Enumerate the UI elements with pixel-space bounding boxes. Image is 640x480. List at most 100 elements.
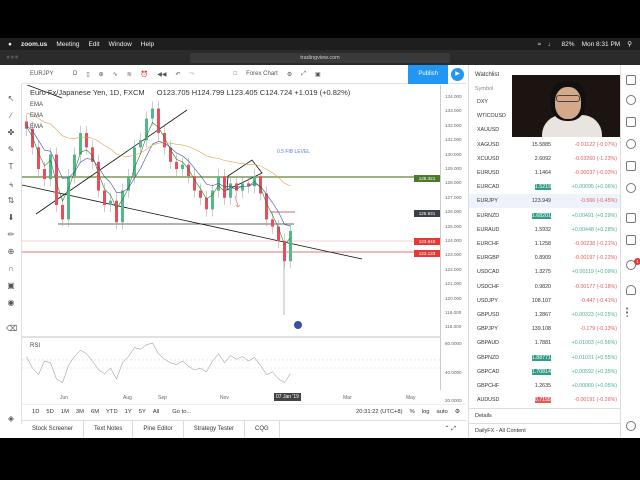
lock-icon[interactable]: ▣	[7, 281, 15, 290]
watchlist-icon[interactable]	[626, 75, 636, 85]
menu-app[interactable]: zoom.us	[20, 40, 48, 48]
streams-icon[interactable]	[626, 260, 636, 270]
ideas-icon[interactable]	[626, 183, 636, 193]
range-all[interactable]: All	[152, 409, 160, 415]
watchlist-row[interactable]: WTICOUSD	[469, 109, 621, 123]
range-3m[interactable]: 3M	[75, 409, 84, 415]
window-controls[interactable]: ●●●	[6, 54, 19, 61]
log-toggle[interactable]: log	[421, 409, 430, 415]
watchlist-row[interactable]: EURJPY 123.949 -0.566 (-0.45%)	[469, 194, 621, 209]
tab-strategy-tester[interactable]: Strategy Tester	[184, 420, 245, 438]
chart-name[interactable]: Forex Chart	[246, 71, 278, 77]
cursor-icon[interactable]: ↖	[7, 94, 15, 103]
battery-percent[interactable]: 82%	[561, 40, 575, 48]
watchlist-row[interactable]: GBPCAD 1.70814 +0.00592 (+0.35%)	[469, 365, 621, 379]
trendline-icon[interactable]: ∕	[10, 111, 12, 120]
watchlist-title[interactable]: Watchlist	[475, 72, 500, 78]
dom-icon[interactable]	[626, 307, 636, 317]
text-icon[interactable]: T	[8, 162, 14, 171]
indicators-icon[interactable]: ∿	[112, 71, 118, 78]
redo-icon[interactable]: ↷	[189, 71, 195, 78]
menu-window[interactable]: Window	[108, 40, 132, 48]
data-window-icon[interactable]	[626, 139, 636, 149]
ruler-icon[interactable]: ✏	[7, 230, 15, 239]
trash-icon[interactable]: ⌫	[6, 324, 18, 333]
collapse-icon[interactable]: ⌃ ⤢	[444, 425, 457, 432]
gem-icon[interactable]: ◈	[7, 414, 15, 423]
watchlist-row[interactable]: XAUUSD	[469, 123, 621, 137]
symbol-search[interactable]: EURJPY	[30, 71, 54, 77]
fullscreen-icon[interactable]: ⤢	[301, 70, 307, 77]
price-chart[interactable]: 0.5 FIB LEVEL	[22, 85, 440, 392]
details-section[interactable]: Details	[469, 408, 621, 422]
wifi-icon[interactable]: ≈	[537, 40, 542, 48]
bar-style-icon[interactable]: ▯	[86, 71, 90, 78]
menu-edit[interactable]: Edit	[88, 40, 100, 48]
ema-indicator-2[interactable]: EMA	[30, 113, 44, 119]
clock[interactable]: Mon 8:31 PM	[581, 40, 621, 48]
templates-icon[interactable]: ≋	[126, 71, 132, 78]
chat-icon[interactable]	[626, 213, 636, 223]
watchlist-row[interactable]: GBPAUD 1.7881 +0.01003 (+0.56%)	[469, 336, 621, 350]
range-1d[interactable]: 1D	[32, 409, 40, 415]
range-6m[interactable]: 6M	[90, 409, 100, 415]
goto-button[interactable]: Go to...	[172, 409, 192, 415]
range-1y[interactable]: 1Y	[124, 409, 132, 415]
watchlist-row[interactable]: GBPCHF 1.2635 +0.00060 (+0.05%)	[469, 379, 621, 393]
symbol-column-header[interactable]: Symbol	[475, 86, 494, 92]
ema-indicator-1[interactable]: EMA	[30, 102, 44, 108]
watchlist-row[interactable]: EURAUD 1.5932 +0.00448 (+0.28%)	[469, 223, 621, 237]
watchlist-row[interactable]: EURCHF 1.1258 -0.00238 (-0.21%)	[469, 237, 621, 251]
auto-toggle[interactable]: auto	[436, 409, 448, 415]
play-icon[interactable]: ▶	[451, 68, 464, 81]
watchlist-row[interactable]: XAGUSD 15.5885 -0.01122 (-0.07%)	[469, 138, 621, 152]
range-ytd[interactable]: YTD	[106, 409, 118, 415]
news-section[interactable]: DailyFX - All Content	[469, 423, 621, 438]
event-marker-icon[interactable]	[294, 321, 302, 329]
interval-button[interactable]: D	[73, 71, 78, 77]
watchlist-row[interactable]: XCUUSD 2.6092 -0.03260 (-1.23%)	[469, 152, 621, 166]
bell-icon[interactable]	[626, 285, 636, 295]
compare-icon[interactable]: ⊕	[98, 71, 104, 78]
replay-icon[interactable]: ◀◀	[157, 71, 167, 78]
pitchfork-icon[interactable]: ✤	[7, 128, 15, 137]
range-1m[interactable]: 1M	[60, 409, 69, 415]
watchlist-row[interactable]: USDJPY 108.107 -0.447 (-0.41%)	[469, 294, 621, 308]
rsi-indicator[interactable]: RSI	[30, 343, 41, 349]
tab-pine-editor[interactable]: Pine Editor	[133, 420, 184, 438]
watchlist-row[interactable]: AUDUSD 0.7155 -0.00191 (-0.26%)	[469, 393, 621, 407]
snapshot-icon[interactable]: ▣	[315, 71, 321, 78]
range-5d[interactable]: 5D	[46, 409, 54, 415]
brush-icon[interactable]: ✎	[7, 145, 15, 154]
layout-icon[interactable]: □	[233, 71, 238, 77]
hotlist-icon[interactable]	[626, 161, 636, 171]
pattern-icon[interactable]: ⨧	[8, 179, 14, 188]
prediction-icon[interactable]: ⇅	[7, 196, 15, 205]
messages-icon[interactable]	[626, 235, 636, 245]
range-5y[interactable]: 5Y	[138, 409, 146, 415]
publish-button[interactable]: Publish	[408, 65, 448, 84]
watchlist-row[interactable]: GBPJPY 139.108 -0.179 (-0.13%)	[469, 322, 621, 336]
watchlist-row[interactable]: GBPUSD 1.2867 +0.00323 (+0.25%)	[469, 308, 621, 322]
volume-icon[interactable]: ♩	[548, 40, 555, 48]
settings-icon[interactable]: ⚙	[286, 71, 293, 78]
tab-cqg[interactable]: CQG	[245, 420, 280, 438]
watchlist-row[interactable]: GBPNZD 1.88771 +0.01031 (+0.55%)	[469, 351, 621, 365]
watchlist-row[interactable]: DXY	[469, 95, 621, 109]
eye-icon[interactable]: ◉	[7, 298, 15, 307]
alert-icon[interactable]: ⏰	[140, 71, 149, 78]
watchlist-row[interactable]: EURNZD 1.68201 +0.00491 (+0.29%)	[469, 209, 621, 223]
time-axis[interactable]: Jun Aug Sep Nov Mar May 07 Jan '19	[22, 392, 440, 404]
tab-stock-screener[interactable]: Stock Screener	[22, 420, 85, 438]
price-axis[interactable]: 134.000 133.000 132.000 131.000 130.000 129.0…	[414, 85, 466, 403]
ema-indicator-3[interactable]: EMA	[30, 124, 44, 130]
address-bar[interactable]: tradingview.com	[190, 53, 450, 63]
watchlist-row[interactable]: EURGBP 0.8909 -0.00197 (-0.22%)	[469, 251, 621, 265]
menu-meeting[interactable]: Meeting	[56, 40, 80, 48]
alarm-icon[interactable]	[626, 95, 636, 105]
symbol-legend[interactable]: Euro Fx/Japanese Yen, 1D, FXCM	[30, 88, 145, 97]
apple-icon[interactable]: ●	[8, 40, 12, 48]
menu-help[interactable]: Help	[140, 40, 155, 48]
zoom-icon[interactable]: ⊕	[7, 247, 15, 256]
tab-text-notes[interactable]: Text Notes	[84, 420, 134, 438]
